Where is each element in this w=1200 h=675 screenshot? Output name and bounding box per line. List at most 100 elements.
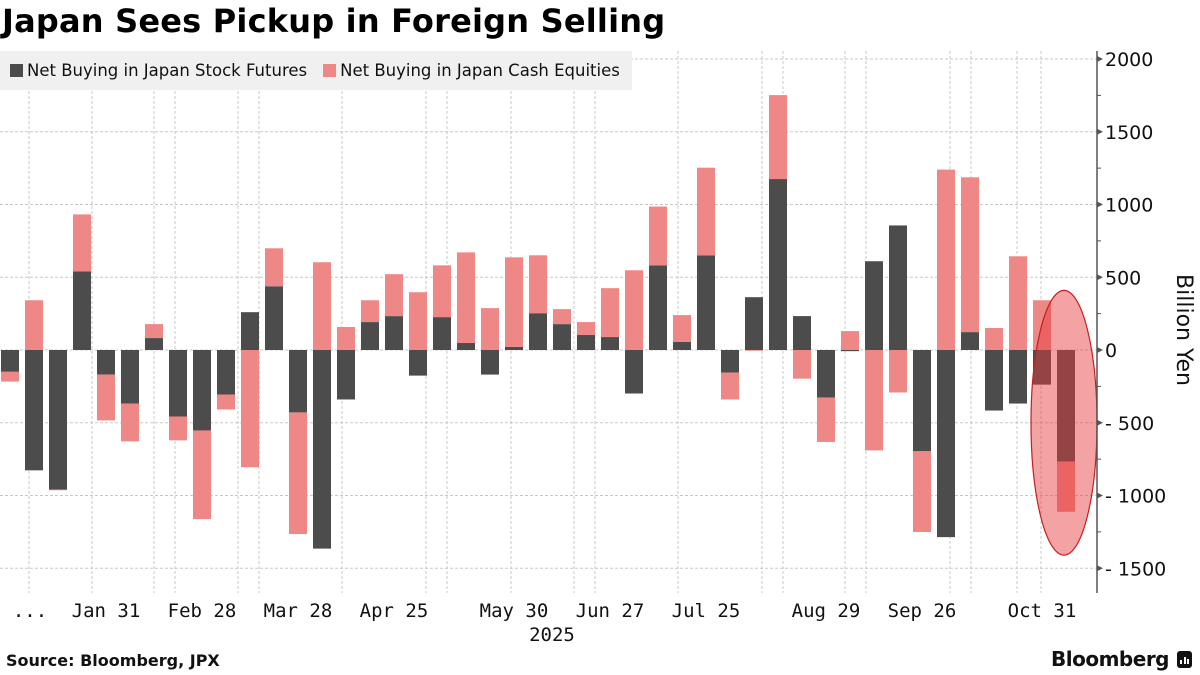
bar-cash-equities xyxy=(1,371,19,382)
bar-stock-futures xyxy=(529,313,547,350)
chart-title: Japan Sees Pickup in Foreign Selling xyxy=(2,2,666,40)
y-major-tick xyxy=(1097,347,1103,353)
bar-stock-futures xyxy=(625,350,643,394)
x-tick-label: Apr 25 xyxy=(360,600,429,622)
bar-stock-futures xyxy=(457,343,475,350)
bloomberg-chart-icon xyxy=(1177,650,1192,668)
bar-stock-futures xyxy=(361,322,379,350)
bar-cash-equities xyxy=(985,328,1003,350)
bar-cash-equities xyxy=(313,262,331,350)
bar-stock-futures xyxy=(817,350,835,398)
bar-stock-futures xyxy=(265,286,283,350)
legend-item-stock-futures[interactable]: Net Buying in Japan Stock Futures xyxy=(10,61,307,80)
bar-cash-equities xyxy=(241,350,259,468)
bar-cash-equities xyxy=(673,315,691,342)
y-axis-title: Billion Yen xyxy=(1171,274,1196,386)
bar-stock-futures xyxy=(577,335,595,350)
bar-cash-equities xyxy=(121,403,139,442)
bar-cash-equities xyxy=(385,274,403,317)
y-tick-label: - 1500 xyxy=(1105,558,1166,580)
y-tick-label: 1000 xyxy=(1105,195,1153,217)
bar-stock-futures xyxy=(1,350,19,372)
bar-stock-futures xyxy=(409,350,427,376)
bar-cash-equities xyxy=(1057,461,1075,512)
bar-stock-futures xyxy=(553,324,571,350)
legend: Net Buying in Japan Stock Futures Net Bu… xyxy=(0,51,632,90)
bar-cash-equities xyxy=(529,255,547,314)
bar-stock-futures xyxy=(961,332,979,350)
bar-cash-equities xyxy=(721,372,739,400)
bar-cash-equities xyxy=(481,308,499,350)
bars xyxy=(1,95,1075,549)
bar-cash-equities xyxy=(601,288,619,338)
bar-stock-futures xyxy=(769,179,787,350)
bar-stock-futures xyxy=(721,350,739,373)
y-major-tick xyxy=(1097,274,1103,281)
bar-cash-equities xyxy=(577,322,595,336)
bar-cash-equities xyxy=(793,350,811,379)
bar-cash-equities xyxy=(73,214,91,272)
bar-cash-equities xyxy=(913,451,931,533)
bar-stock-futures xyxy=(889,225,907,350)
highlight-ellipse xyxy=(1030,289,1098,556)
bar-cash-equities xyxy=(625,270,643,350)
bar-stock-futures xyxy=(337,350,355,400)
y-tick-label: 2000 xyxy=(1105,49,1153,71)
x-axis-year-label: 2025 xyxy=(529,624,575,646)
bar-stock-futures xyxy=(49,350,67,490)
y-major-tick xyxy=(1097,56,1103,62)
y-tick-label: - 1000 xyxy=(1105,486,1166,508)
source-note: Source: Bloomberg, JPX xyxy=(6,651,220,670)
bar-stock-futures xyxy=(97,350,115,375)
bar-stock-futures xyxy=(169,350,187,417)
y-tick-label: 0 xyxy=(1105,340,1117,362)
bar-cash-equities xyxy=(817,397,835,442)
bar-stock-futures xyxy=(193,350,211,431)
bar-cash-equities xyxy=(145,324,163,339)
bar-cash-equities xyxy=(361,300,379,323)
bar-cash-equities xyxy=(25,300,43,350)
bar-stock-futures xyxy=(985,350,1003,411)
bar-cash-equities xyxy=(337,327,355,350)
bar-stock-futures xyxy=(601,337,619,350)
y-major-tick xyxy=(1097,419,1103,426)
bar-stock-futures xyxy=(289,350,307,413)
legend-label-stock-futures: Net Buying in Japan Stock Futures xyxy=(27,61,308,80)
bar-stock-futures xyxy=(649,265,667,350)
bar-cash-equities xyxy=(769,95,787,180)
bar-stock-futures xyxy=(1057,350,1075,462)
bar-cash-equities xyxy=(745,350,763,351)
y-major-tick xyxy=(1097,128,1103,135)
bar-stock-futures xyxy=(1033,350,1051,385)
y-tick-label: 500 xyxy=(1105,267,1141,289)
bar-stock-futures xyxy=(745,297,763,350)
bar-cash-equities xyxy=(889,350,907,393)
bar-stock-futures xyxy=(673,341,691,350)
bar-stock-futures xyxy=(121,350,139,404)
bar-stock-futures xyxy=(313,350,331,549)
x-tick-label: ... xyxy=(13,600,47,622)
bar-stock-futures xyxy=(841,350,859,352)
legend-item-cash-equities[interactable]: Net Buying in Japan Cash Equities xyxy=(323,61,620,80)
bar-stock-futures xyxy=(913,350,931,452)
bar-cash-equities xyxy=(961,177,979,333)
y-tick-label: 1500 xyxy=(1105,122,1153,144)
bar-stock-futures xyxy=(865,261,883,350)
bar-stock-futures xyxy=(481,350,499,375)
y-tick-label: - 500 xyxy=(1105,413,1154,435)
bar-stock-futures xyxy=(241,312,259,350)
x-tick-label: Jul 25 xyxy=(672,600,741,622)
bar-cash-equities xyxy=(193,430,211,520)
x-tick-label: Mar 28 xyxy=(264,600,333,622)
bar-stock-futures xyxy=(433,317,451,350)
y-major-tick xyxy=(1097,565,1103,572)
x-axis: ... Jan 31 Feb 28 Mar 28 Apr 25 May 30 Jun 27 J… xyxy=(13,600,1076,646)
bar-cash-equities xyxy=(265,248,283,287)
legend-swatch-cash-equities xyxy=(323,64,337,77)
legend-swatch-stock-futures xyxy=(10,64,23,77)
bar-stock-futures xyxy=(697,255,715,350)
highlight-layer xyxy=(1030,289,1098,556)
bar-stock-futures xyxy=(73,271,91,350)
bar-cash-equities xyxy=(649,206,667,266)
